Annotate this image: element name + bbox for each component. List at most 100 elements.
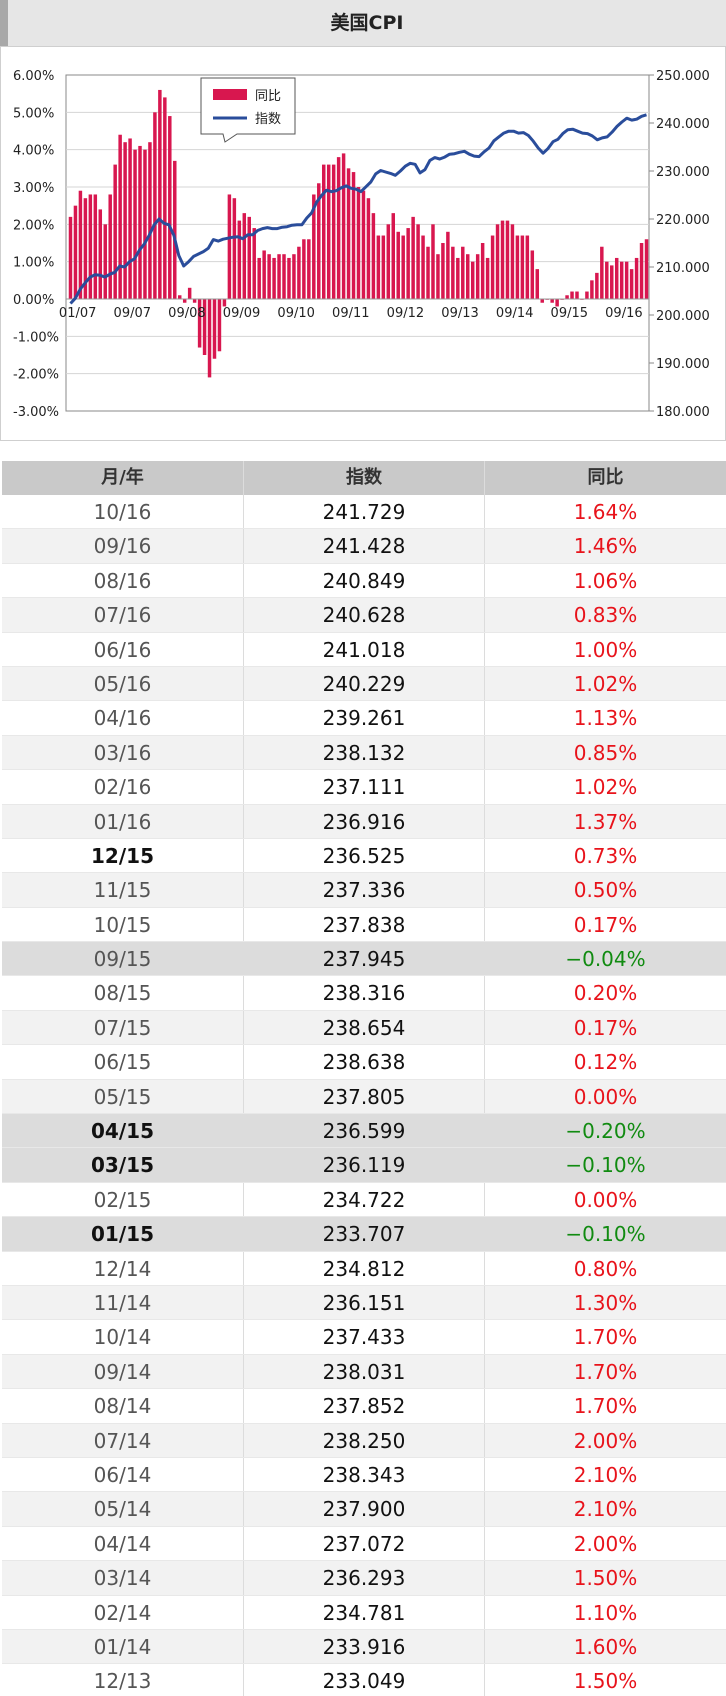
cell-date: 04/15 [91, 1119, 154, 1144]
bar-yoy [629, 269, 634, 299]
cell-yoy: −0.10% [484, 1217, 726, 1251]
cell-index: 238.654 [243, 1010, 484, 1045]
bar-yoy [331, 164, 336, 299]
x-tick-label: 09/09 [223, 306, 260, 321]
bar-yoy [173, 160, 177, 299]
cell-index: 240.849 [243, 563, 484, 598]
legend-swatch-bar [213, 89, 247, 100]
bar-yoy [252, 228, 256, 299]
cell-date: 03/14 [93, 1566, 152, 1591]
cell-index: 238.250 [243, 1423, 484, 1457]
table-row: 07/15 238.654 0.17% [2, 1010, 726, 1046]
x-tick-label: 09/15 [551, 306, 588, 321]
bar-yoy [624, 261, 629, 299]
bar-yoy [540, 299, 544, 303]
left-tick-label: -1.00% [13, 330, 59, 345]
bar-yoy [401, 235, 405, 299]
cell-date: 09/16 [93, 534, 152, 559]
bar-yoy [341, 153, 346, 299]
cell-yoy: 0.17% [484, 907, 726, 942]
bar-yoy [277, 254, 281, 299]
cell-index: 236.916 [243, 804, 484, 838]
cell-yoy: 1.13% [484, 701, 726, 735]
cell-date: 03/15 [91, 1153, 154, 1178]
cell-date: 02/15 [93, 1187, 152, 1212]
cell-date: 07/14 [93, 1428, 152, 1453]
x-tick-label: 01/07 [59, 306, 96, 321]
header-index: 指数 [243, 461, 484, 495]
bar-yoy [143, 149, 147, 299]
bar-yoy [585, 291, 589, 299]
cell-date: 06/16 [93, 637, 152, 662]
bar-yoy [98, 209, 103, 299]
cell-yoy: 1.46% [484, 529, 726, 563]
table-row: 09/16 241.428 1.46% [2, 529, 726, 564]
right-tick-label: 230.000 [656, 165, 710, 180]
cell-index: 237.433 [243, 1320, 484, 1354]
table-row: 10/15 237.838 0.17% [2, 907, 726, 943]
cell-yoy: 1.50% [484, 1561, 726, 1595]
bar-yoy [406, 228, 410, 299]
cell-index: 234.722 [243, 1182, 484, 1217]
bar-yoy [381, 235, 386, 299]
bar-yoy [575, 291, 579, 299]
bar-yoy [73, 205, 78, 299]
right-tick-label: 180.000 [656, 405, 710, 420]
bar-yoy [595, 272, 599, 299]
table-row: 06/16 241.018 1.00% [2, 632, 726, 667]
bar-yoy [371, 213, 376, 299]
right-tick-label: 220.000 [656, 213, 710, 228]
bar-yoy [421, 235, 425, 299]
bar-yoy [207, 299, 212, 378]
cell-yoy: 0.00% [484, 1182, 726, 1217]
cell-yoy: −0.20% [484, 1114, 726, 1148]
cell-index: 236.599 [243, 1114, 484, 1148]
x-tick-label: 09/11 [332, 306, 369, 321]
header-yoy: 同比 [484, 461, 726, 495]
cell-yoy: 2.00% [484, 1423, 726, 1457]
cell-yoy: 0.20% [484, 976, 726, 1010]
cell-yoy: 1.64% [484, 495, 726, 529]
cell-index: 237.111 [243, 770, 484, 804]
cell-date: 04/16 [93, 706, 152, 731]
bar-yoy [168, 116, 172, 299]
bar-yoy [182, 299, 187, 303]
bar-yoy [426, 246, 430, 299]
cell-index: 233.049 [243, 1664, 484, 1696]
cell-date: 10/16 [93, 500, 152, 524]
bar-yoy [386, 224, 391, 299]
cell-yoy: 1.06% [484, 563, 726, 598]
cell-index: 237.852 [243, 1389, 484, 1423]
cell-date: 11/14 [93, 1290, 152, 1315]
cell-date: 02/16 [93, 775, 152, 800]
bar-yoy [600, 246, 604, 299]
cell-date: 01/15 [91, 1222, 154, 1247]
bar-yoy [614, 257, 619, 299]
left-tick-label: -3.00% [13, 405, 59, 420]
bar-yoy [436, 254, 440, 299]
bar-yoy [83, 198, 88, 299]
table-row: 02/14 234.781 1.10% [2, 1595, 726, 1630]
cell-index: 238.316 [243, 976, 484, 1010]
cell-date: 07/16 [93, 603, 152, 628]
right-tick-label: 190.000 [656, 357, 710, 372]
cell-date: 08/14 [93, 1394, 152, 1419]
right-tick-label: 200.000 [656, 309, 710, 324]
cell-date: 06/15 [93, 1050, 152, 1075]
cell-date: 11/15 [93, 878, 152, 903]
bar-yoy [366, 198, 371, 299]
bar-yoy [466, 254, 470, 299]
table-row: 02/16 237.111 1.02% [2, 770, 726, 805]
cell-yoy: 0.12% [484, 1045, 726, 1079]
cell-yoy: 0.80% [484, 1251, 726, 1285]
line-index [69, 113, 647, 305]
cell-index: 240.229 [243, 666, 484, 701]
cell-date: 12/13 [93, 1669, 152, 1694]
bar-yoy [118, 134, 122, 299]
x-tick-label: 09/16 [605, 306, 642, 321]
cell-date: 05/15 [93, 1084, 152, 1109]
table-row: 10/16 241.729 1.64% [2, 495, 726, 530]
cell-index: 236.119 [243, 1148, 484, 1182]
bar-yoy [317, 183, 321, 299]
cell-yoy: 0.17% [484, 1010, 726, 1045]
